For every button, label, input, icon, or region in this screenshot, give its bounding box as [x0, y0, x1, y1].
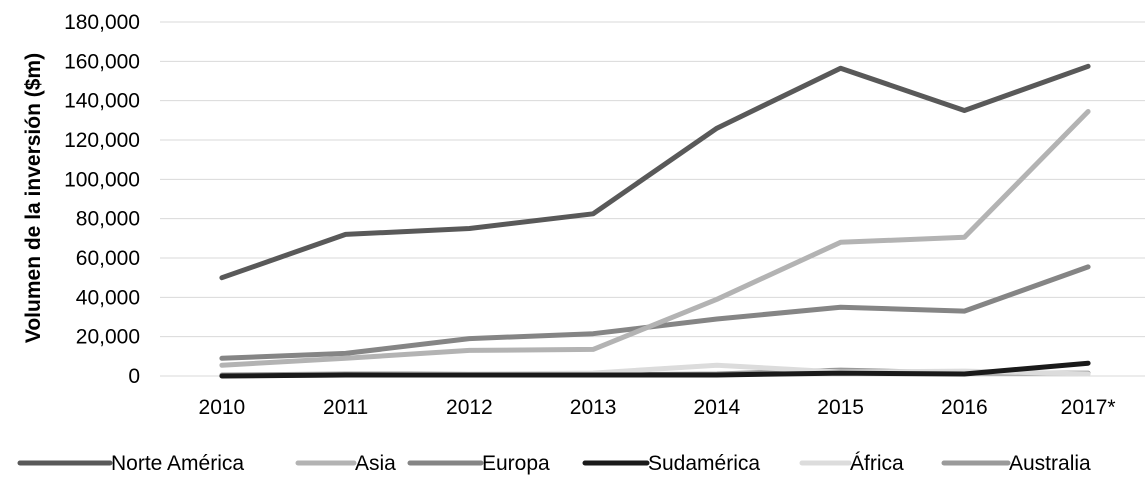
x-tick-label-5: 2015 [817, 396, 864, 419]
x-tick-label-7: 2017* [1061, 396, 1116, 419]
y-tick-label-0: 0 [128, 365, 140, 388]
x-tick-label-4: 2014 [694, 396, 741, 419]
y-tick-label-4: 80,000 [76, 208, 140, 231]
y-axis-tick-labels: 0 20,000 40,000 60,000 80,000 100,000 120,000 1… [64, 11, 140, 388]
y-tick-label-7: 140,000 [64, 90, 140, 113]
y-tick-label-1: 20,000 [76, 326, 140, 349]
y-tick-label-5: 100,000 [64, 168, 140, 191]
y-tick-label-6: 120,000 [64, 129, 140, 152]
gridlines [160, 21, 1145, 377]
x-tick-label-3: 2013 [570, 396, 617, 419]
y-tick-label-8: 160,000 [64, 50, 140, 73]
x-tick-label-6: 2016 [941, 396, 988, 419]
legend-label-australia: Australia [1009, 452, 1091, 475]
y-tick-label-3: 60,000 [76, 247, 140, 270]
y-tick-label-9: 180,000 [64, 11, 140, 34]
legend-label-africa: África [850, 452, 904, 475]
x-tick-label-0: 2010 [199, 396, 246, 419]
legend-label-asia: Asia [355, 452, 396, 475]
y-axis-title: Volumen de la inversión ($m) [22, 53, 45, 343]
legend-label-europa: Europa [482, 452, 550, 475]
x-axis-tick-labels: 2010 2011 2012 2013 2014 2015 2016 2017* [199, 396, 1116, 419]
series-line-norte-america [219, 63, 1091, 281]
series-line-sudamerica [219, 360, 1091, 379]
legend: Norte América Asia Europa Sudamérica África A… [17, 452, 1091, 475]
legend-label-sudamerica: Sudamérica [648, 452, 760, 475]
x-tick-label-2: 2012 [446, 396, 493, 419]
series-line-asia [219, 109, 1091, 368]
x-tick-label-1: 2011 [323, 396, 368, 419]
legend-label-norte-america: Norte América [111, 452, 244, 475]
series-lines [219, 63, 1091, 379]
series-line-europa [219, 264, 1091, 361]
y-tick-label-2: 40,000 [76, 286, 140, 309]
